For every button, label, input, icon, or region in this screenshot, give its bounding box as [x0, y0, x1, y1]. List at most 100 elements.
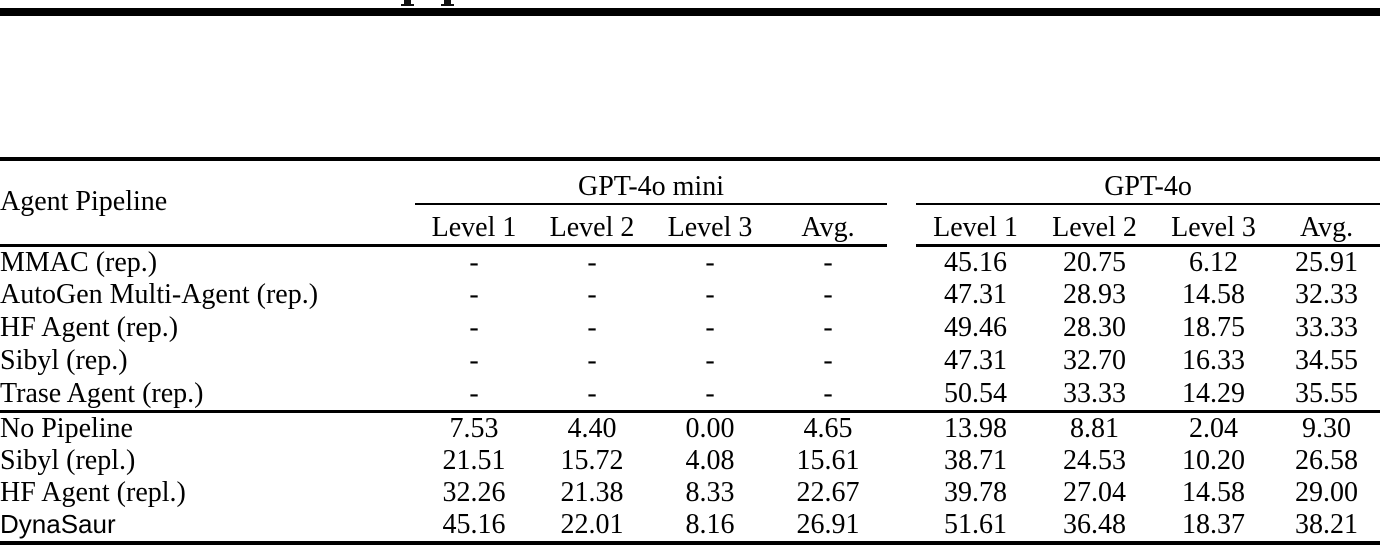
value-cell: 49.46 — [944, 312, 1007, 343]
section-reported-baselines: MMAC (rep.) - - - -45.16 20.75 6.12 25.91 AutoGe… — [0, 245, 1380, 411]
value-cell: 36.48 — [1063, 508, 1126, 540]
value-cell: - — [469, 345, 479, 376]
horizontal-rule-bar — [0, 8, 1380, 16]
value-cell: 32.33 — [1295, 279, 1359, 310]
value-cell: 38.21 — [1295, 508, 1359, 540]
value-cell: 34.55 — [1295, 345, 1359, 376]
cropped-text-descender — [401, 4, 414, 6]
pipeline-name: No Pipeline — [0, 409, 415, 445]
value-cell: 22.01 — [560, 508, 624, 540]
value-cell: - — [823, 345, 833, 376]
value-cell: - — [469, 279, 479, 310]
group-gap — [887, 245, 916, 279]
cropped-text-descender — [404, 0, 411, 5]
value-cell: 18.37 — [1182, 508, 1245, 540]
value-cell: - — [823, 246, 833, 278]
group-header-gpt-4o: GPT-4o — [916, 159, 1380, 205]
pipeline-name: AutoGen Multi-Agent (rep.) — [0, 279, 319, 310]
group-gap — [887, 445, 916, 477]
table-row: Trase Agent (rep.) - - - - 50.54 33.33 14.29 35.… — [0, 378, 1380, 412]
value-cell: 47.31 — [944, 345, 1007, 376]
col-header-mini-avg: Avg. — [769, 204, 887, 247]
value-cell: 9.30 — [1273, 409, 1380, 445]
table-row: DynaSaur 45.16 22.01 8.16 26.91 51.61 36.48 18.… — [0, 509, 1380, 543]
value-cell: - — [587, 279, 597, 310]
value-cell: 4.08 — [685, 444, 735, 476]
model-group-row: Agent Pipeline GPT-4o mini GPT-4o — [0, 159, 1380, 247]
value-cell: - — [587, 312, 597, 343]
value-cell: - — [705, 279, 715, 310]
value-cell: 47.31 — [944, 279, 1007, 310]
value-cell: 21.51 — [442, 444, 506, 476]
pipeline-name: MMAC (rep.) — [0, 246, 158, 278]
table-row: MMAC (rep.) - - - - 45.16 20.75 6.12 25.91 — [0, 245, 1380, 279]
value-cell: 45.16 — [442, 508, 506, 540]
value-cell: 25.91 — [1295, 246, 1359, 278]
group-gap — [887, 159, 916, 245]
value-cell: - — [587, 377, 597, 409]
value-cell: 33.33 — [1063, 377, 1126, 409]
col-header-4o-level-1: Level 1 — [916, 204, 1035, 247]
value-cell: 2.04 — [1154, 409, 1273, 445]
value-cell: - — [705, 312, 715, 343]
value-cell: 51.61 — [944, 508, 1007, 540]
value-cell: 7.53 — [415, 409, 533, 445]
value-cell: 20.75 — [1063, 246, 1126, 278]
pipeline-name: HF Agent (rep.) — [0, 312, 179, 343]
pipeline-name: HF Agent (repl.) — [0, 476, 186, 508]
value-cell: 45.16 — [944, 246, 1007, 278]
value-cell: - — [587, 345, 597, 376]
group-gap — [887, 509, 916, 543]
value-cell: 15.61 — [796, 444, 860, 476]
value-cell: - — [587, 246, 597, 278]
value-cell: 29.00 — [1295, 476, 1359, 508]
cropped-text-descender — [444, 0, 451, 5]
value-cell: 14.29 — [1182, 377, 1245, 409]
group-gap — [887, 409, 916, 445]
value-cell: 35.55 — [1295, 377, 1359, 409]
value-cell: 24.53 — [1063, 444, 1126, 476]
value-cell: - — [469, 312, 479, 343]
value-cell: 8.16 — [685, 508, 735, 540]
value-cell: 22.67 — [796, 476, 860, 508]
group-gap — [887, 312, 916, 345]
value-cell: 10.20 — [1182, 444, 1245, 476]
value-cell: - — [705, 246, 715, 278]
group-gap — [887, 378, 916, 412]
table-row: Sibyl (rep.) - - - - 47.31 32.70 16.33 34.55 — [0, 345, 1380, 378]
col-header-mini-level-3: Level 3 — [651, 204, 769, 247]
value-cell: 38.71 — [944, 444, 1007, 476]
value-cell: - — [823, 312, 833, 343]
value-cell: 39.78 — [944, 476, 1007, 508]
value-cell: 26.91 — [796, 508, 860, 540]
value-cell: - — [705, 345, 715, 376]
value-cell: 15.72 — [560, 444, 624, 476]
value-cell: 28.93 — [1063, 279, 1126, 310]
pipeline-name: Sibyl (repl.) — [0, 444, 136, 476]
value-cell: 6.12 — [1189, 246, 1238, 278]
level-header-row: Level 1 Level 2 Level 3 Avg. Level 1 Lev… — [0, 204, 1380, 247]
value-cell: 32.26 — [442, 476, 506, 508]
value-cell: 32.70 — [1063, 345, 1126, 376]
table-row: AutoGen Multi-Agent (rep.) - - - - 47.31 28.93… — [0, 279, 1380, 312]
col-header-mini-level-1: Level 1 — [415, 204, 533, 247]
col-header-4o-level-2: Level 2 — [1035, 204, 1154, 247]
group-gap — [887, 345, 916, 378]
value-cell: 13.98 — [916, 409, 1035, 445]
value-cell: 4.40 — [533, 409, 651, 445]
table-row: HF Agent (repl.) 32.26 21.38 8.33 22.67 39.78… — [0, 477, 1380, 509]
cropped-text-descender — [441, 4, 454, 6]
col-header-mini-level-2: Level 2 — [533, 204, 651, 247]
col-header-4o-avg: Avg. — [1273, 204, 1380, 247]
table-header: Agent Pipeline GPT-4o mini GPT-4o Level … — [0, 159, 1380, 247]
value-cell: 8.33 — [685, 476, 735, 508]
group-gap — [887, 477, 916, 509]
value-cell: 26.58 — [1295, 444, 1359, 476]
value-cell: - — [469, 246, 479, 278]
value-cell: 50.54 — [944, 377, 1007, 409]
group-header-gpt-4o-mini: GPT-4o mini — [415, 159, 887, 205]
value-cell: 0.00 — [651, 409, 769, 445]
value-cell: 4.65 — [769, 409, 887, 445]
value-cell: 14.58 — [1182, 476, 1245, 508]
